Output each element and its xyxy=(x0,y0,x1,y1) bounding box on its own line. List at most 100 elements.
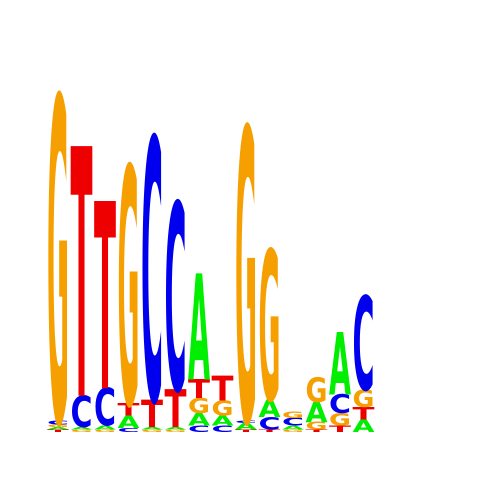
logo-letter-glyph: C xyxy=(353,270,375,420)
logo-letter-a: A xyxy=(47,426,69,430)
logo-letter-g: G xyxy=(282,429,304,433)
logo-letter-glyph: G xyxy=(47,424,69,428)
logo-letter-g: G xyxy=(94,429,116,433)
logo-letter-t: T xyxy=(188,374,210,404)
logo-letter-a: A xyxy=(165,426,187,430)
logo-letter-a: A xyxy=(282,425,304,431)
logo-letter-glyph: C xyxy=(212,425,234,435)
logo-letter-glyph: C xyxy=(188,425,210,435)
logo-letter-a: A xyxy=(94,425,116,431)
logo-letter-glyph: G xyxy=(141,429,163,433)
logo-letter-t: T xyxy=(94,151,116,450)
logo-letter-a: A xyxy=(141,426,163,430)
logo-letter-c: C xyxy=(212,425,234,435)
logo-letter-glyph: C xyxy=(259,413,281,433)
logo-letter-a: A xyxy=(212,413,235,429)
logo-letter-glyph: A xyxy=(188,245,210,414)
logo-letter-glyph: C xyxy=(47,420,69,426)
logo-letter-a: A xyxy=(353,416,376,436)
logo-letter-glyph: G xyxy=(235,48,257,480)
logo-letter-glyph: C xyxy=(235,420,257,424)
logo-letter-glyph: G xyxy=(212,397,234,421)
logo-letter-a: A xyxy=(118,412,141,432)
logo-letter-t: T xyxy=(165,380,188,440)
logo-letter-g: G xyxy=(71,429,93,433)
logo-letter-glyph: G xyxy=(47,9,69,480)
logo-letter-glyph: A xyxy=(118,412,141,432)
logo-letter-c: C xyxy=(47,420,69,426)
logo-letter-glyph: G xyxy=(282,429,304,433)
logo-letter-glyph: G xyxy=(165,429,187,433)
logo-letter-c: C xyxy=(235,420,257,424)
logo-letter-glyph: A xyxy=(188,410,211,430)
logo-letter-glyph: A xyxy=(259,396,282,423)
logo-letter-c: C xyxy=(118,427,140,433)
logo-letter-glyph: G xyxy=(306,420,328,432)
logo-letter-t: T xyxy=(141,393,163,437)
logo-letter-g: G xyxy=(212,397,234,421)
logo-letter-c: C xyxy=(94,378,116,438)
logo-letter-glyph: A xyxy=(329,317,351,416)
logo-letter-glyph: A xyxy=(47,426,69,430)
logo-letter-g: G xyxy=(47,424,69,428)
logo-letter-c: C xyxy=(259,413,281,433)
logo-letter-a: A xyxy=(329,317,351,416)
logo-letter-c: C xyxy=(71,388,93,438)
logo-letter-a: A xyxy=(71,426,93,430)
logo-letter-g: G xyxy=(118,103,140,480)
logo-letter-a: A xyxy=(188,410,211,430)
logo-letter-glyph: T xyxy=(306,429,329,433)
logo-letter-glyph: T xyxy=(212,369,234,409)
logo-letter-a: A xyxy=(235,422,258,432)
logo-letter-g: G xyxy=(306,420,328,432)
logo-letter-t: T xyxy=(329,424,351,434)
logo-letter-glyph: C xyxy=(71,388,93,438)
logo-letter-t: T xyxy=(47,429,70,433)
logo-letter-c: C xyxy=(188,425,210,435)
logo-letter-t: T xyxy=(118,400,140,420)
logo-letter-g: G xyxy=(329,411,351,431)
logo-letter-glyph: T xyxy=(118,400,140,420)
logo-letter-g: G xyxy=(306,371,328,411)
logo-letter-c: C xyxy=(282,417,304,429)
logo-letter-g: G xyxy=(188,394,210,418)
logo-letter-glyph: G xyxy=(306,371,328,411)
logo-letter-glyph: G xyxy=(118,103,140,480)
logo-letter-t: T xyxy=(235,429,258,433)
logo-letter-glyph: T xyxy=(259,429,282,433)
logo-letter-glyph: T xyxy=(141,393,163,437)
logo-letter-glyph: T xyxy=(188,374,210,404)
logo-letter-t: T xyxy=(71,79,93,477)
logo-letter-glyph: C xyxy=(165,152,187,451)
logo-letter-c: C xyxy=(329,389,351,419)
logo-letter-t: T xyxy=(259,429,282,433)
logo-letter-a: A xyxy=(306,396,328,428)
logo-letter-glyph: T xyxy=(71,79,93,477)
logo-letter-glyph: G xyxy=(259,209,281,449)
logo-letter-a: A xyxy=(259,396,282,423)
logo-letter-glyph: T xyxy=(165,380,188,440)
logo-letter-glyph: T xyxy=(353,404,375,424)
logo-letter-c: C xyxy=(353,270,375,420)
logo-letter-c: C xyxy=(141,67,163,480)
logo-letter-glyph: G xyxy=(282,411,304,421)
logo-letter-g: G xyxy=(259,209,281,449)
logo-letter-glyph: T xyxy=(94,151,116,450)
logo-letter-glyph: G xyxy=(188,394,210,418)
logo-letter-glyph: A xyxy=(94,425,116,431)
logo-letter-glyph: T xyxy=(329,424,351,434)
logo-letter-glyph: T xyxy=(235,429,258,433)
logo-letter-glyph: C xyxy=(282,417,304,429)
logo-letter-glyph: A xyxy=(235,422,258,432)
logo-letter-glyph: A xyxy=(306,396,328,428)
logo-letter-glyph: C xyxy=(118,427,140,433)
logo-letter-glyph: C xyxy=(94,378,116,438)
logo-letter-glyph: A xyxy=(212,413,235,429)
logo-letter-t: T xyxy=(306,429,329,433)
logo-letter-glyph: A xyxy=(165,426,187,430)
logo-letter-glyph: A xyxy=(141,426,163,430)
logo-letter-glyph: A xyxy=(71,426,93,430)
logo-letter-glyph: C xyxy=(141,67,163,480)
